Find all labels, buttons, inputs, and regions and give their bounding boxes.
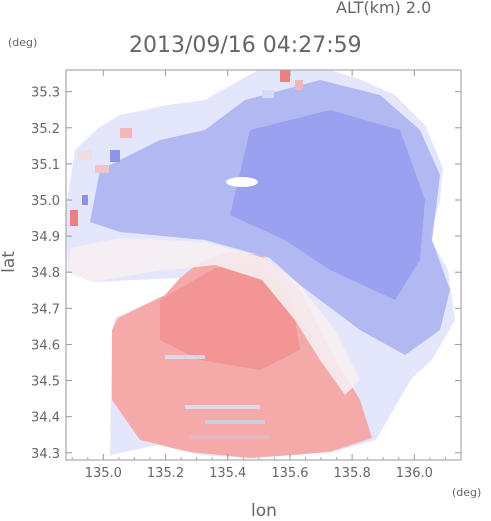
altitude-label: ALT(km) 2.0 <box>336 0 431 17</box>
negative-core <box>230 110 425 300</box>
x-tick-label-1: 135.2 <box>147 466 184 481</box>
x-unit-label: (deg) <box>452 486 481 499</box>
x-axis-label: lon <box>251 501 277 521</box>
x-tick-label-0: 135.0 <box>85 466 122 481</box>
y-tick-label-2: 34.5 <box>31 375 60 390</box>
radar-field <box>66 70 455 458</box>
y-axis: 34.3 34.4 34.5 34.6 34.7 34.8 34.9 35.0 35.1 35.2… <box>31 86 461 462</box>
plot-frame <box>65 69 462 461</box>
y-axis-label: lat <box>0 251 19 273</box>
y-tick-label-7: 35.0 <box>31 194 60 209</box>
y-tick-label-1: 34.4 <box>31 411 60 426</box>
x-tick-label-5: 136.0 <box>396 466 433 481</box>
x-tick-label-3: 135.6 <box>271 466 308 481</box>
y-tick-label-5: 34.8 <box>31 266 60 281</box>
chart-title: 2013/09/16 04:27:59 <box>129 33 362 58</box>
y-tick-label-8: 35.1 <box>31 158 60 173</box>
neutral-band <box>68 238 360 395</box>
clutter-upper-left <box>70 128 132 226</box>
y-tick-label-9: 35.2 <box>31 122 60 137</box>
y-tick-label-6: 34.9 <box>31 230 60 245</box>
echo-gap <box>226 177 258 187</box>
clutter-top <box>262 70 303 98</box>
speckle-bottom <box>165 355 270 439</box>
x-tick-label-4: 135.8 <box>334 466 371 481</box>
positive-core <box>160 262 300 370</box>
y-unit-label: (deg) <box>8 36 37 49</box>
y-tick-label-3: 34.6 <box>31 338 60 353</box>
y-tick-label-10: 35.3 <box>31 86 60 101</box>
x-axis: 135.0 135.2 135.4 135.6 135.8 136.0 <box>71 70 446 481</box>
y-tick-label-4: 34.7 <box>31 302 60 317</box>
x-tick-label-2: 135.4 <box>209 466 246 481</box>
y-tick-label-0: 34.3 <box>31 447 60 462</box>
